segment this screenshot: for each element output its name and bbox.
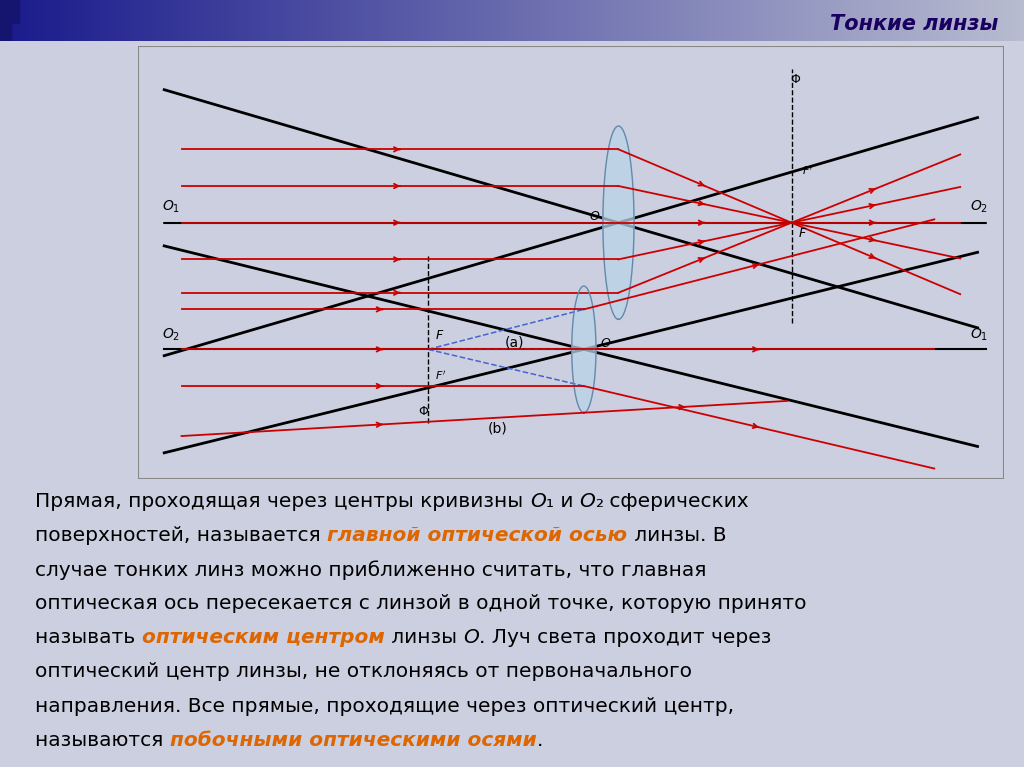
Text: O: O [580, 492, 595, 511]
Text: оптическая ось пересекается с линзой в одной точке, которую принято: оптическая ось пересекается с линзой в о… [35, 594, 807, 613]
Text: $O$: $O$ [589, 210, 600, 223]
Text: ₂: ₂ [595, 492, 603, 511]
Polygon shape [603, 126, 634, 319]
Text: ₁: ₁ [546, 492, 554, 511]
Text: побочными оптическими осями: побочными оптическими осями [170, 731, 537, 749]
Text: O: O [463, 628, 479, 647]
Text: поверхностей, называется: поверхностей, называется [35, 525, 328, 545]
Text: $F$: $F$ [798, 227, 807, 240]
Text: оптический центр линзы, не отклоняясь от первоначального: оптический центр линзы, не отклоняясь от… [35, 663, 692, 681]
Text: $O_1$: $O_1$ [970, 327, 988, 343]
Text: $O$: $O$ [600, 337, 611, 350]
Text: главной оптической осью: главной оптической осью [328, 525, 628, 545]
Text: $F'$: $F'$ [802, 164, 813, 177]
Text: $O_2$: $O_2$ [970, 199, 988, 215]
Text: оптическим центром: оптическим центром [142, 628, 385, 647]
Text: случае тонких линз можно приближенно считать, что главная: случае тонких линз можно приближенно счи… [35, 560, 707, 580]
Text: .: . [537, 731, 543, 749]
Text: $\Phi$: $\Phi$ [791, 73, 802, 86]
Text: $F$: $F$ [435, 329, 444, 342]
Text: $F'$: $F'$ [435, 369, 446, 382]
Text: называются: называются [35, 731, 170, 749]
Text: O: O [529, 492, 546, 511]
Text: $O_1$: $O_1$ [162, 199, 180, 215]
Text: Тонкие линзы: Тонкие линзы [830, 14, 998, 34]
Text: $\Phi$: $\Phi$ [418, 405, 429, 418]
Text: линзы: линзы [385, 628, 463, 647]
Text: сферических: сферических [603, 492, 749, 511]
Text: направления. Все прямые, проходящие через оптический центр,: направления. Все прямые, проходящие чере… [35, 696, 734, 716]
Text: (a): (a) [505, 335, 524, 349]
Text: и: и [554, 492, 580, 511]
Text: (b): (b) [487, 422, 507, 436]
Bar [0, 0, 11, 41]
Text: называть: называть [35, 628, 142, 647]
Text: линзы. В: линзы. В [628, 525, 726, 545]
Text: . Луч света проходит через: . Луч света проходит через [479, 628, 771, 647]
Bar [12, 0, 19, 23]
Text: $O_2$: $O_2$ [162, 327, 180, 343]
Text: Прямая, проходящая через центры кривизны: Прямая, проходящая через центры кривизны [35, 492, 529, 511]
Polygon shape [571, 286, 596, 413]
